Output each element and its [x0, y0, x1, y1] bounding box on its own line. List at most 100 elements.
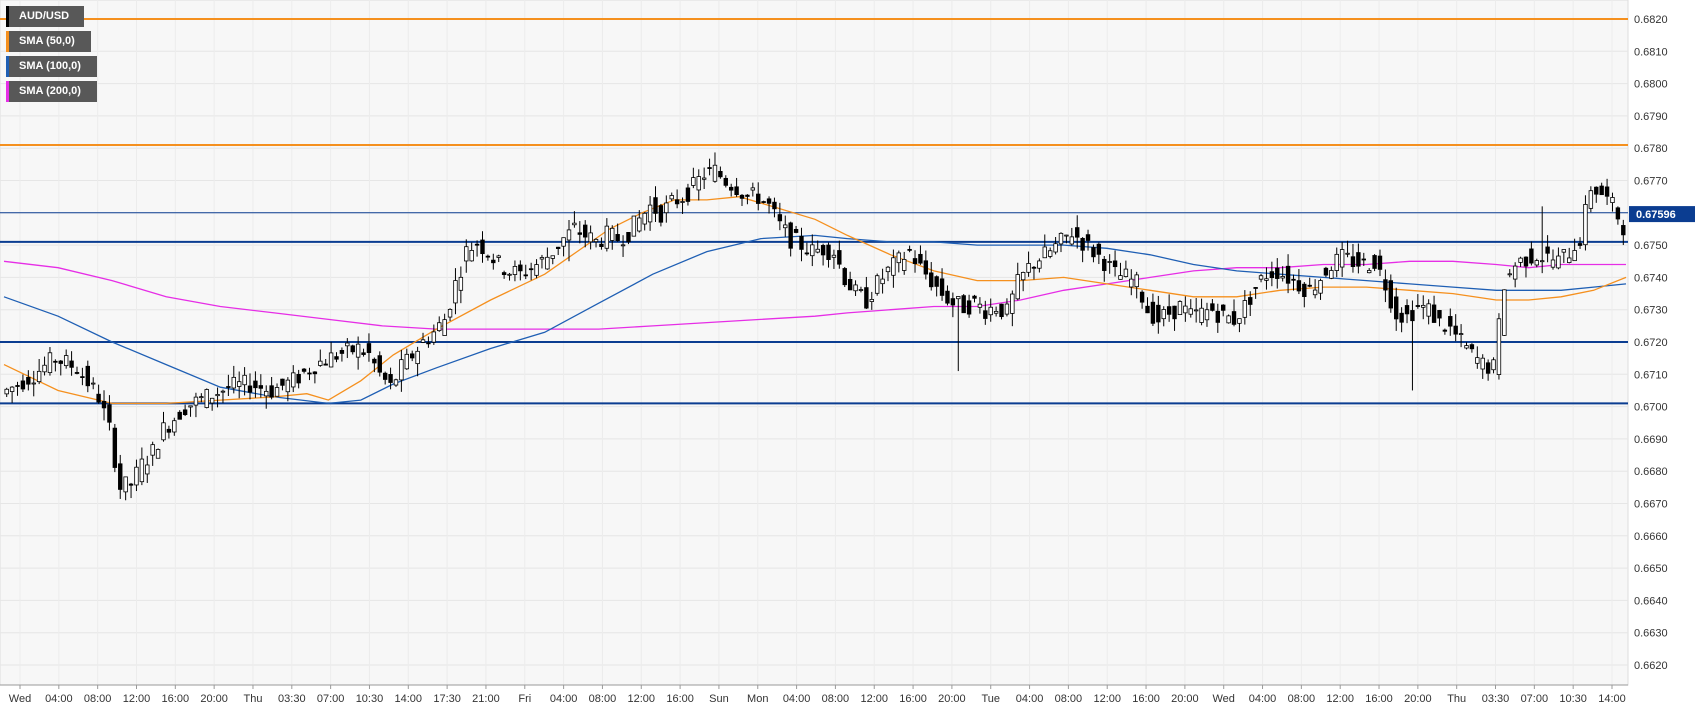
candle-down: [950, 298, 956, 306]
candle-down: [1145, 305, 1150, 314]
candle-down: [728, 186, 734, 191]
legend-item-sma50: SMA (50,0): [6, 31, 91, 52]
candle-up: [593, 238, 599, 243]
y-tick-label: 0.6710: [1634, 369, 1668, 381]
legend-item-sma200: SMA (200,0): [6, 81, 97, 102]
x-tick-label: 17:30: [433, 693, 461, 705]
candle-up: [1010, 293, 1015, 314]
x-tick-label: 12:00: [123, 693, 151, 705]
candle-down: [939, 278, 945, 296]
candle-up: [1464, 345, 1469, 349]
candle-down: [1410, 310, 1415, 322]
candle-up: [393, 379, 399, 386]
candle-up: [988, 306, 993, 316]
candle-down: [1388, 280, 1394, 309]
candle-down: [80, 376, 85, 379]
candle-up: [1064, 234, 1069, 237]
candle-down: [972, 295, 977, 299]
x-tick-label: Fri: [518, 693, 531, 705]
candle-down: [945, 290, 950, 304]
candle-up: [1502, 289, 1507, 336]
candle-up: [1329, 270, 1334, 279]
candle-up: [1183, 305, 1188, 314]
x-tick-label: 08:00: [822, 693, 850, 705]
candle-down: [253, 380, 258, 389]
candle-down: [766, 198, 772, 204]
candle-up: [496, 255, 501, 258]
candle-up: [1037, 260, 1042, 269]
candle-down: [1361, 258, 1366, 261]
candle-up: [1339, 249, 1345, 268]
candle-up: [209, 397, 215, 404]
candle-up: [442, 319, 447, 336]
x-tick-label: 14:00: [395, 693, 423, 705]
x-tick-label: 16:00: [666, 693, 694, 705]
candle-up: [1118, 275, 1123, 280]
candle-down: [1437, 310, 1442, 319]
candle-up: [1334, 253, 1339, 271]
candle-up: [1280, 276, 1285, 279]
candle-down: [723, 177, 728, 186]
candle-up: [415, 350, 420, 365]
candle-down: [674, 199, 680, 205]
candle-up: [150, 444, 155, 456]
candle-down: [107, 404, 112, 423]
candle-up: [507, 273, 512, 276]
candle-up: [631, 215, 637, 237]
candle-up: [1556, 255, 1561, 269]
candle-down: [653, 197, 658, 214]
candle-up: [783, 224, 788, 229]
candle-up: [447, 308, 453, 318]
candle-down: [280, 378, 285, 386]
x-tick-label: Sun: [709, 693, 729, 705]
candle-up: [318, 360, 323, 366]
candle-up: [464, 246, 469, 262]
candle-up: [1518, 257, 1523, 263]
candle-up: [1053, 243, 1058, 253]
y-tick-label: 0.6690: [1634, 434, 1668, 446]
y-tick-label: 0.6820: [1634, 14, 1668, 26]
candle-down: [166, 428, 172, 433]
candle-up: [1047, 250, 1053, 257]
candle-up: [1123, 268, 1129, 277]
y-tick-label: 0.6720: [1634, 337, 1668, 349]
candle-down: [929, 272, 934, 288]
candle-down: [226, 386, 231, 388]
candle-down: [101, 400, 107, 409]
x-tick-label: 12:00: [860, 693, 888, 705]
candle-up: [145, 464, 150, 475]
candle-up: [1345, 252, 1350, 255]
candle-down: [1415, 305, 1421, 307]
x-tick-label: 10:30: [356, 693, 384, 705]
candle-down: [53, 360, 58, 363]
candle-down: [583, 224, 588, 238]
candle-up: [810, 244, 815, 257]
candle-down: [1156, 304, 1161, 323]
candle-up: [1237, 318, 1242, 324]
candle-down: [307, 372, 312, 375]
candle-up: [1193, 309, 1199, 312]
candle-down: [1372, 255, 1377, 269]
candle-down: [658, 205, 664, 223]
candle-down: [1248, 297, 1253, 305]
candle-down: [1102, 258, 1107, 271]
candle-down: [788, 222, 793, 249]
candle-down: [1545, 246, 1550, 254]
candle-up: [642, 212, 647, 225]
candle-up: [815, 248, 820, 253]
x-tick-label: Mon: [747, 693, 768, 705]
candle-down: [756, 193, 761, 204]
candle-up: [588, 232, 593, 243]
candle-up: [9, 386, 15, 392]
candle-down: [523, 274, 528, 277]
candle-down: [820, 245, 826, 256]
candle-down: [599, 243, 604, 247]
candle-down: [1453, 325, 1458, 335]
x-tick-label: 04:00: [1016, 693, 1044, 705]
candle-down: [474, 243, 480, 246]
candle-up: [1129, 278, 1134, 288]
candle-up: [91, 382, 96, 385]
candle-up: [1258, 275, 1264, 280]
candle-down: [1075, 227, 1080, 238]
candle-down: [1253, 287, 1258, 289]
